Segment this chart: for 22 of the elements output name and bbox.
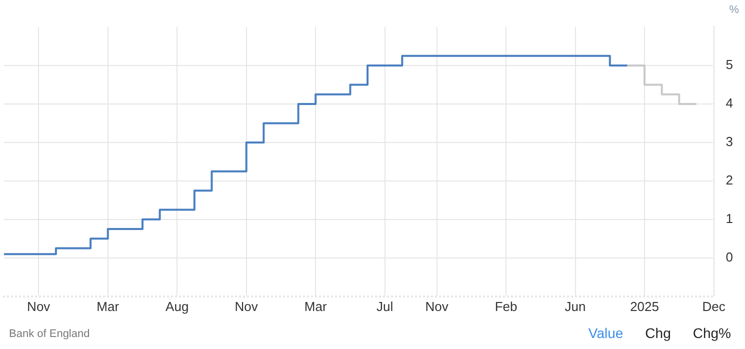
x-tick-label: Feb [494,298,518,314]
x-tick-label: Mar [304,298,328,314]
y-tick-label: 5 [726,57,734,72]
x-tick-label: Nov [27,298,51,314]
y-tick-label: 0 [726,249,734,264]
y-tick-label: 4 [726,96,734,111]
x-tick-label: 2025 [630,298,659,314]
text: Chg [645,325,671,341]
x-tick-label: Mar [96,298,120,314]
x-tick-label: Jun [564,298,586,314]
x-tick-label: Nov [234,298,258,314]
x-tick-label: Aug [166,298,189,314]
y-tick-label: 3 [726,134,734,150]
y-axis-title: % [729,4,739,16]
text: Chg% [692,325,731,341]
x-tick-label: Dec [702,298,726,314]
y-tick-label: 1 [726,211,734,226]
y-tick-label: 2 [726,172,734,188]
text: Value [588,325,624,341]
x-tick-label: Jul [376,298,394,314]
text: Bank of England [9,328,90,340]
x-tick-label: Nov [425,298,449,314]
